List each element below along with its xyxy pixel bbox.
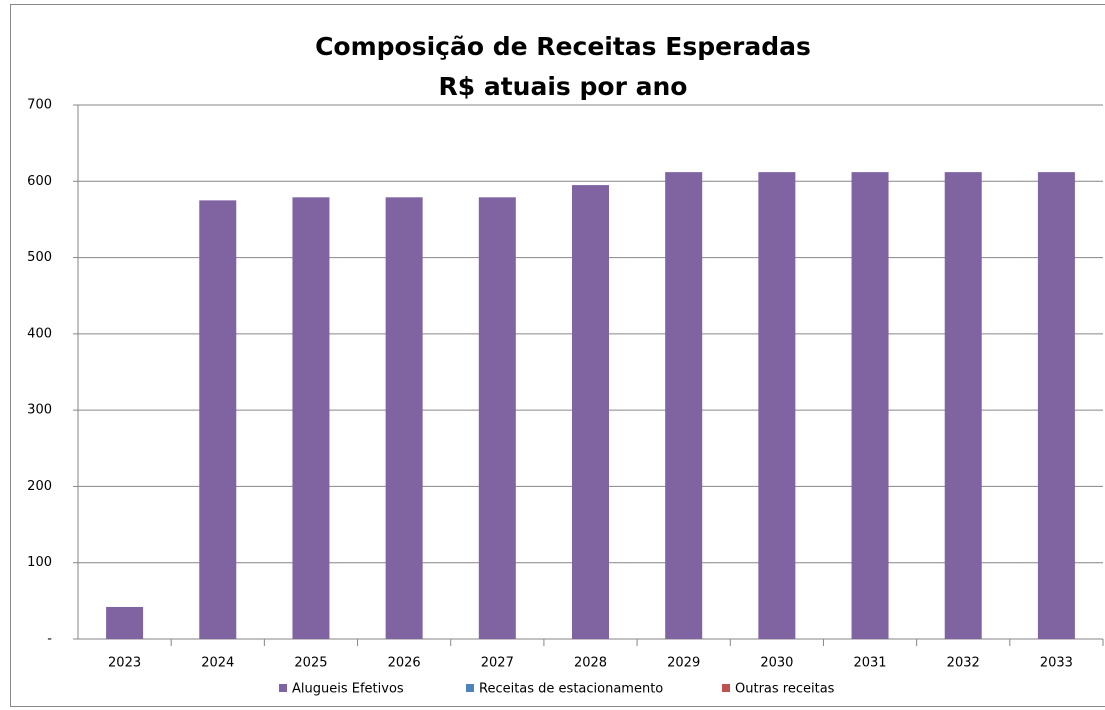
y-tick-label: 400 bbox=[27, 326, 52, 341]
bar bbox=[106, 606, 144, 639]
x-tick-label: 2023 bbox=[108, 656, 141, 671]
bar bbox=[944, 172, 982, 640]
legend-swatch bbox=[722, 684, 730, 692]
legend-label: Alugueis Efetivos bbox=[292, 682, 404, 697]
bar bbox=[851, 172, 889, 640]
y-tick-label: 100 bbox=[27, 555, 52, 570]
y-tick-label: - bbox=[47, 632, 52, 647]
x-tick-label: 2027 bbox=[481, 656, 514, 671]
bar bbox=[199, 200, 237, 639]
x-tick-label: 2028 bbox=[574, 656, 607, 671]
legend-label: Outras receitas bbox=[735, 682, 835, 697]
y-tick-label: 300 bbox=[27, 403, 52, 418]
y-tick-label: 200 bbox=[27, 479, 52, 494]
x-tick-label: 2025 bbox=[294, 656, 327, 671]
legend-label: Receitas de estacionamento bbox=[479, 682, 663, 697]
bar bbox=[572, 185, 609, 639]
bar bbox=[478, 197, 516, 639]
bar bbox=[292, 197, 330, 639]
y-tick-label: 700 bbox=[27, 98, 52, 113]
chart-title: Composição de Receitas Esperadas bbox=[315, 32, 811, 61]
x-tick-label: 2029 bbox=[667, 656, 700, 671]
x-tick-label: 2033 bbox=[1040, 656, 1073, 671]
bar bbox=[665, 172, 703, 640]
chart-subtitle: R$ atuais por ano bbox=[439, 72, 688, 101]
chart-frame bbox=[10, 4, 1105, 707]
x-tick-label: 2026 bbox=[388, 656, 421, 671]
bar bbox=[385, 197, 423, 639]
x-tick-label: 2024 bbox=[201, 656, 234, 671]
bar bbox=[758, 172, 796, 640]
legend-swatch bbox=[466, 684, 474, 692]
y-tick-label: 500 bbox=[27, 250, 52, 265]
y-tick-label: 600 bbox=[27, 174, 52, 189]
legend-swatch bbox=[279, 684, 287, 692]
bar bbox=[1037, 172, 1075, 640]
x-tick-label: 2030 bbox=[760, 656, 793, 671]
x-tick-label: 2031 bbox=[853, 656, 886, 671]
x-tick-label: 2032 bbox=[947, 656, 980, 671]
